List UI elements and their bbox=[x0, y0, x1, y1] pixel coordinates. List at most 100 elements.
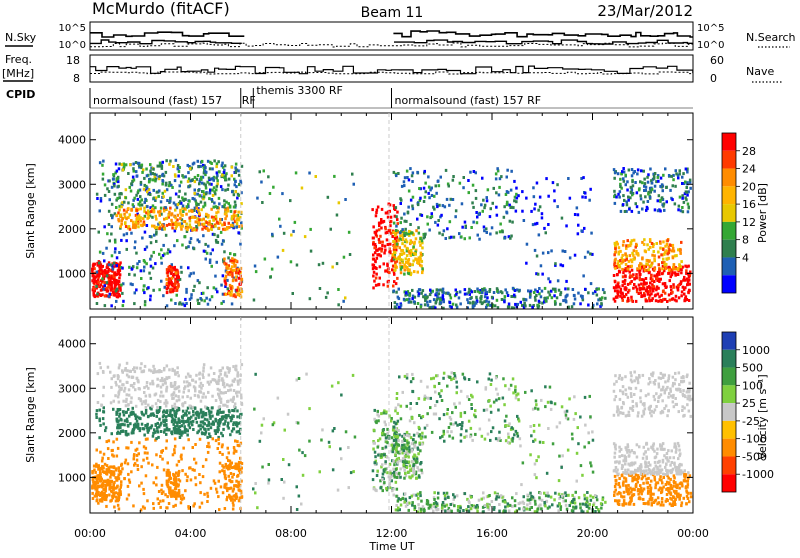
echo-cell bbox=[647, 259, 650, 262]
echo-cell bbox=[231, 272, 234, 275]
echo-cell bbox=[217, 210, 220, 213]
echo-cell bbox=[494, 304, 497, 307]
echo-cell bbox=[118, 415, 121, 418]
echo-cell bbox=[445, 169, 448, 172]
echo-cell bbox=[200, 208, 203, 211]
echo-cell bbox=[171, 415, 174, 418]
echo-cell bbox=[133, 302, 136, 305]
echo-cell bbox=[387, 243, 390, 246]
echo-cell bbox=[395, 225, 398, 228]
echo-cell bbox=[137, 222, 140, 225]
echo-cell bbox=[237, 422, 240, 425]
echo-cell bbox=[197, 209, 200, 212]
echo-cell bbox=[616, 296, 619, 299]
echo-cell bbox=[176, 421, 179, 424]
echo-cell bbox=[144, 201, 147, 204]
echo-cell bbox=[167, 274, 170, 277]
echo-cell bbox=[601, 296, 604, 299]
echo-cell bbox=[420, 469, 423, 472]
echo-cell bbox=[507, 305, 510, 308]
echo-cell bbox=[647, 200, 650, 203]
echo-cell bbox=[231, 430, 234, 433]
echo-cell bbox=[383, 252, 386, 255]
echo-cell bbox=[281, 478, 284, 481]
nsearch-tick-bottom: 10^0 bbox=[697, 40, 724, 51]
echo-cell bbox=[110, 304, 113, 307]
echo-cell bbox=[614, 171, 617, 174]
echo-cell bbox=[202, 465, 205, 468]
echo-cell bbox=[209, 191, 212, 194]
echo-cell bbox=[102, 288, 105, 291]
echo-cell bbox=[680, 241, 683, 244]
echo-cell bbox=[236, 375, 239, 378]
echo-cell bbox=[268, 478, 271, 481]
echo-cell bbox=[662, 248, 665, 251]
echo-cell bbox=[592, 292, 595, 295]
echo-cell bbox=[534, 203, 537, 206]
echo-cell bbox=[214, 192, 217, 195]
echo-cell bbox=[125, 225, 128, 228]
echo-cell bbox=[136, 209, 139, 212]
echo-cell bbox=[627, 291, 630, 294]
echo-cell bbox=[507, 294, 510, 297]
echo-cell bbox=[193, 198, 196, 201]
echo-cell bbox=[192, 428, 195, 431]
echo-cell bbox=[404, 176, 407, 179]
echo-cell bbox=[169, 250, 172, 253]
echo-cell bbox=[176, 484, 179, 487]
echo-cell bbox=[198, 373, 201, 376]
echo-cell bbox=[680, 260, 683, 263]
echo-cell bbox=[172, 397, 175, 400]
echo-cell bbox=[237, 231, 240, 234]
echo-cell bbox=[649, 238, 652, 241]
echo-cell bbox=[376, 209, 379, 212]
echo-cell bbox=[489, 215, 492, 218]
echo-cell bbox=[677, 284, 680, 287]
echo-cell bbox=[193, 247, 196, 250]
echo-cell bbox=[125, 217, 128, 220]
echo-cell bbox=[134, 388, 137, 391]
echo-cell bbox=[102, 252, 105, 255]
echo-cell bbox=[155, 218, 158, 221]
echo-cell bbox=[119, 380, 122, 383]
echo-cell bbox=[393, 471, 396, 474]
echo-cell bbox=[215, 188, 218, 191]
echo-cell bbox=[128, 415, 131, 418]
echo-cell bbox=[126, 232, 129, 235]
echo-cell bbox=[216, 429, 219, 432]
echo-cell bbox=[159, 210, 162, 213]
echo-cell bbox=[135, 252, 138, 255]
echo-cell bbox=[395, 472, 398, 475]
echo-cell bbox=[220, 231, 223, 234]
echo-cell bbox=[103, 453, 106, 456]
echo-cell bbox=[114, 284, 117, 287]
echo-cell bbox=[202, 190, 205, 193]
echo-cell bbox=[214, 225, 217, 228]
echo-cell bbox=[408, 294, 411, 297]
echo-cell bbox=[403, 273, 406, 276]
echo-cell bbox=[177, 374, 180, 377]
echo-cell bbox=[623, 199, 626, 202]
echo-cell bbox=[99, 251, 102, 254]
echo-cell bbox=[668, 174, 671, 177]
echo-cell bbox=[227, 389, 230, 392]
echo-cell bbox=[208, 197, 211, 200]
echo-cell bbox=[116, 170, 119, 173]
echo-cell bbox=[128, 273, 131, 276]
echo-cell bbox=[541, 290, 544, 293]
echo-cell bbox=[309, 228, 312, 231]
echo-cell bbox=[542, 252, 545, 255]
echo-cell bbox=[184, 198, 187, 201]
echo-cell bbox=[180, 501, 183, 504]
echo-cell bbox=[436, 298, 439, 301]
echo-cell bbox=[118, 423, 121, 426]
echo-cell bbox=[537, 209, 540, 212]
echo-cell bbox=[392, 447, 395, 450]
echo-cell bbox=[504, 384, 507, 387]
echo-cell bbox=[411, 442, 414, 445]
echo-cell bbox=[234, 180, 237, 183]
echo-cell bbox=[127, 404, 130, 407]
echo-cell bbox=[147, 415, 150, 418]
echo-cell bbox=[181, 244, 184, 247]
echo-cell bbox=[142, 223, 145, 226]
